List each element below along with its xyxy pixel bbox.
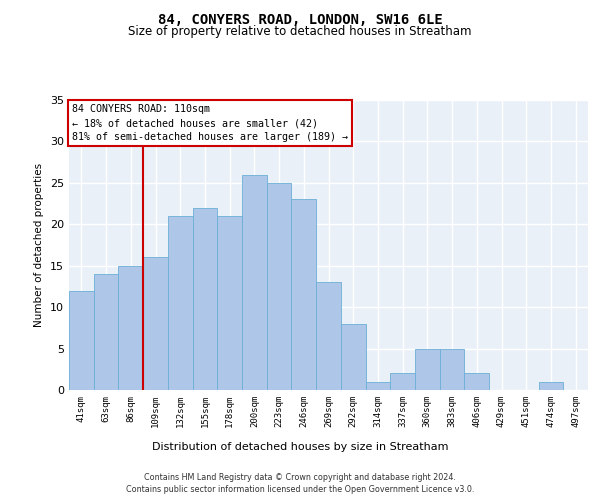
Bar	[168, 216, 193, 390]
Bar	[365, 382, 390, 390]
Text: Contains HM Land Registry data © Crown copyright and database right 2024.: Contains HM Land Registry data © Crown c…	[144, 472, 456, 482]
Bar	[390, 374, 415, 390]
Y-axis label: Number of detached properties: Number of detached properties	[34, 163, 44, 327]
Text: Size of property relative to detached houses in Streatham: Size of property relative to detached ho…	[128, 25, 472, 38]
Bar	[440, 348, 464, 390]
Bar	[316, 282, 341, 390]
Bar	[94, 274, 118, 390]
Bar	[341, 324, 365, 390]
Bar	[242, 174, 267, 390]
Text: 84, CONYERS ROAD, LONDON, SW16 6LE: 84, CONYERS ROAD, LONDON, SW16 6LE	[158, 12, 442, 26]
Bar	[267, 183, 292, 390]
Bar	[69, 290, 94, 390]
Bar	[292, 200, 316, 390]
Bar	[217, 216, 242, 390]
Bar	[118, 266, 143, 390]
Text: 84 CONYERS ROAD: 110sqm
← 18% of detached houses are smaller (42)
81% of semi-de: 84 CONYERS ROAD: 110sqm ← 18% of detache…	[71, 104, 347, 142]
Bar	[539, 382, 563, 390]
Bar	[415, 348, 440, 390]
Text: Distribution of detached houses by size in Streatham: Distribution of detached houses by size …	[152, 442, 448, 452]
Bar	[464, 374, 489, 390]
Bar	[193, 208, 217, 390]
Bar	[143, 258, 168, 390]
Text: Contains public sector information licensed under the Open Government Licence v3: Contains public sector information licen…	[126, 485, 474, 494]
